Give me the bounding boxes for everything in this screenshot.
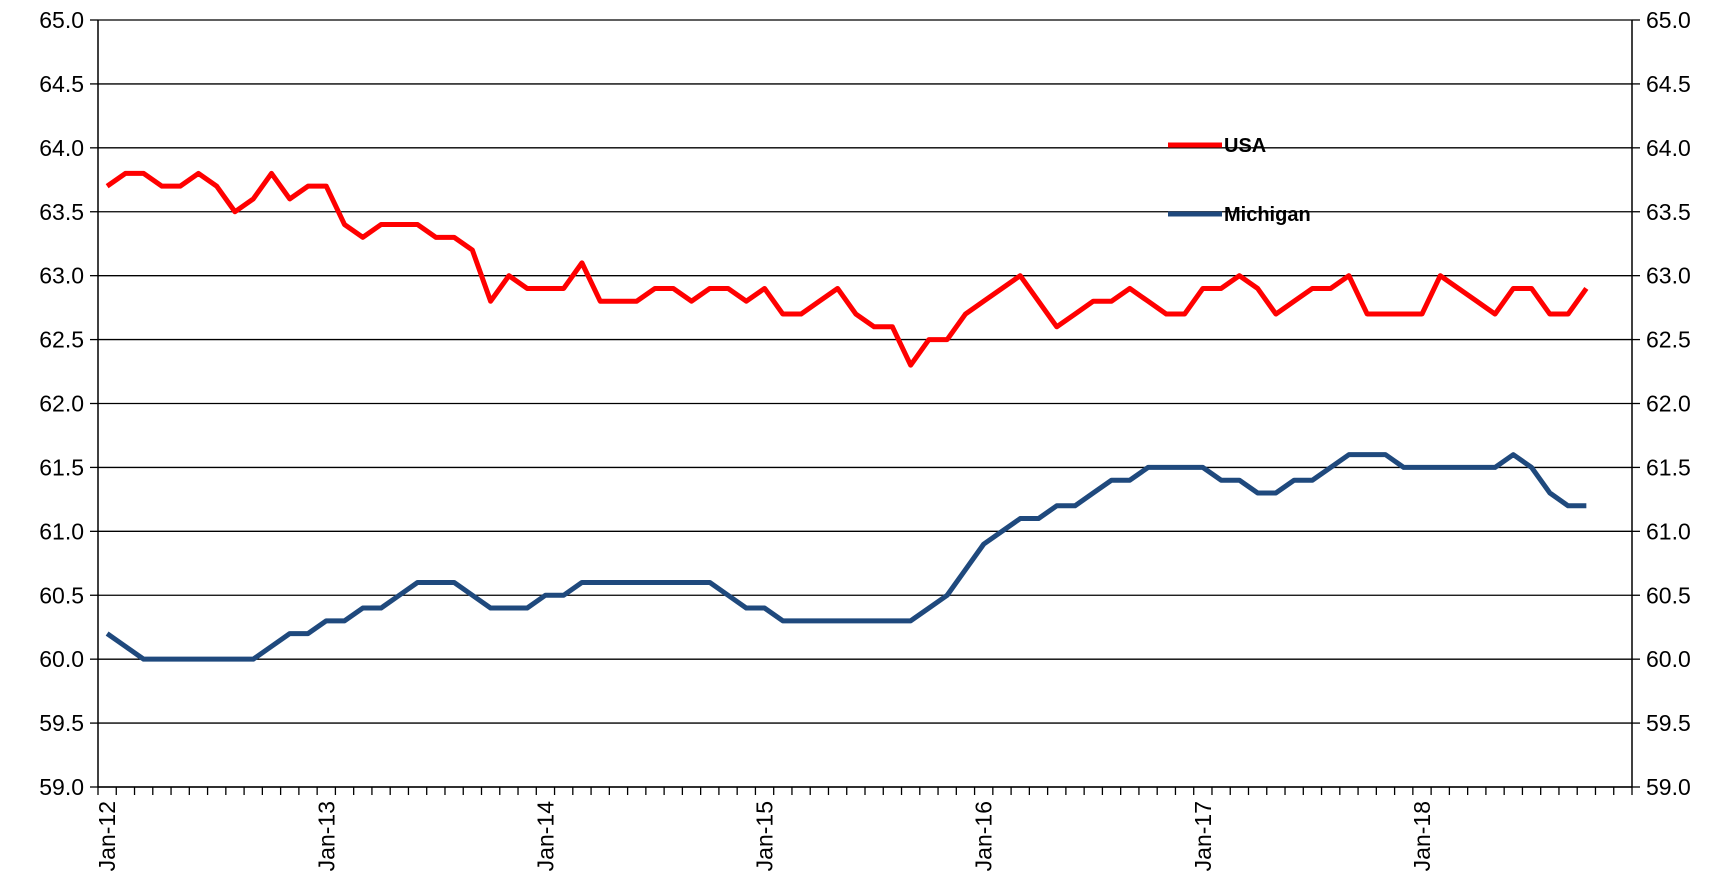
y2-tick-label: 59.5 <box>1646 710 1691 736</box>
y-tick-label: 65.0 <box>39 7 84 33</box>
y2-tick-label: 61.5 <box>1646 454 1691 480</box>
y2-tick-label: 65.0 <box>1646 7 1691 33</box>
series-line <box>105 170 1589 368</box>
y2-tick-label: 64.0 <box>1646 135 1691 161</box>
x-tick-label: Jan-14 <box>532 801 558 872</box>
y-tick-label: 64.0 <box>39 135 84 161</box>
y2-tick-label: 64.5 <box>1646 71 1691 97</box>
x-tick-label: Jan-15 <box>752 801 778 871</box>
series-line <box>105 452 1587 662</box>
y2-tick-label: 60.5 <box>1646 582 1691 608</box>
y-tick-label: 61.0 <box>39 518 84 544</box>
x-tick-label: Jan-16 <box>971 801 997 871</box>
y-tick-label: 64.5 <box>39 71 84 97</box>
x-tick-label: Jan-17 <box>1190 801 1216 871</box>
y2-tick-label: 59.0 <box>1646 774 1691 800</box>
y2-tick-label: 63.5 <box>1646 199 1691 225</box>
x-tick-label: Jan-13 <box>313 801 339 871</box>
y-tick-label: 62.0 <box>39 391 84 417</box>
y2-tick-label: 62.5 <box>1646 327 1691 353</box>
y-tick-label: 61.5 <box>39 454 84 480</box>
y-tick-label: 63.5 <box>39 199 84 225</box>
y-tick-label: 62.5 <box>39 327 84 353</box>
legend-text: Michigan <box>1224 204 1311 226</box>
y-tick-label: 60.5 <box>39 582 84 608</box>
y2-tick-label: 63.0 <box>1646 263 1691 289</box>
y2-tick-label: 60.0 <box>1646 646 1691 672</box>
y-tick-label: 59.5 <box>39 710 84 736</box>
y2-tick-label: 62.0 <box>1646 391 1691 417</box>
x-tick-label: Jan-18 <box>1409 801 1435 871</box>
y-tick-label: 63.0 <box>39 263 84 289</box>
x-tick-label: Jan-12 <box>94 801 120 871</box>
y-tick-label: 60.0 <box>39 646 84 672</box>
y2-tick-label: 61.0 <box>1646 518 1691 544</box>
y-tick-label: 59.0 <box>39 774 84 800</box>
legend-text: USA <box>1224 135 1266 157</box>
